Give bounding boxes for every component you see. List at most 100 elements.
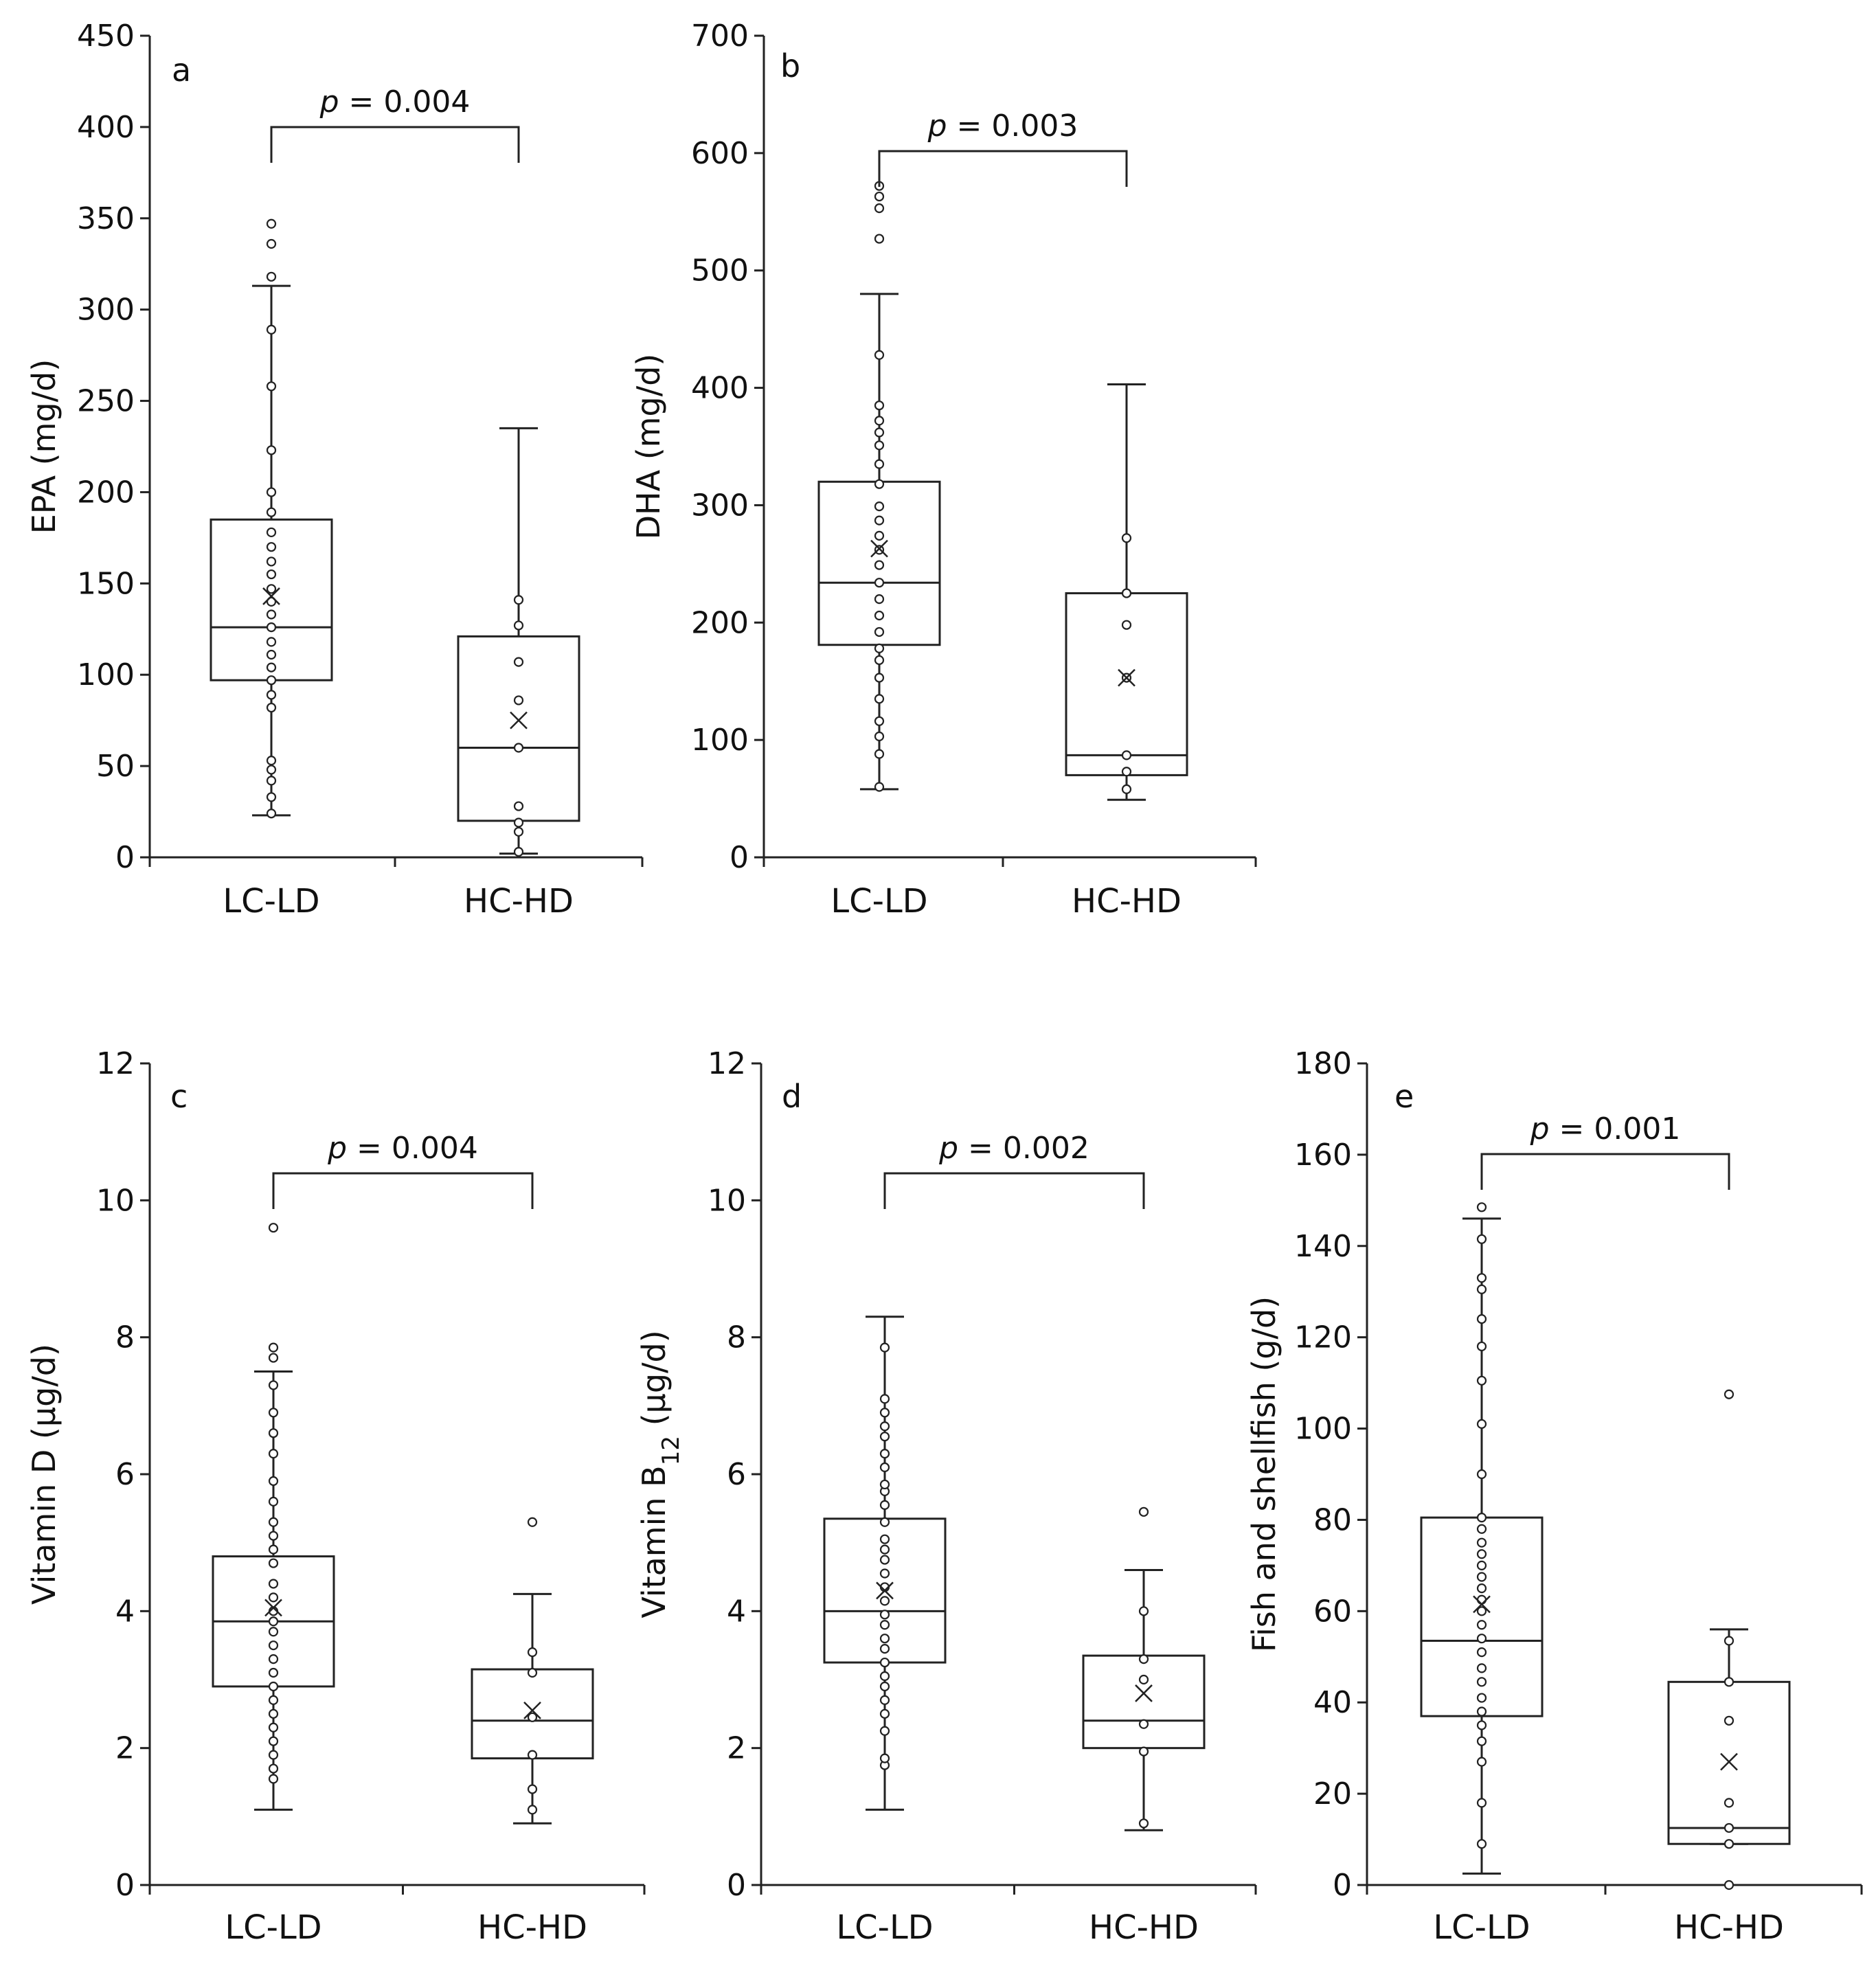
box-group bbox=[457, 427, 580, 857]
data-point bbox=[266, 218, 277, 229]
y-tick-label: 4 bbox=[727, 1594, 746, 1629]
y-tick-label: 200 bbox=[77, 475, 135, 510]
y-tick-label: 12 bbox=[708, 1046, 746, 1081]
data-point bbox=[879, 1462, 890, 1473]
data-point bbox=[527, 1517, 538, 1527]
data-point bbox=[1138, 1746, 1149, 1757]
data-point bbox=[268, 1408, 279, 1418]
data-point bbox=[1476, 1647, 1487, 1658]
y-tick-label: 0 bbox=[115, 1868, 135, 1903]
data-point bbox=[268, 1544, 279, 1555]
data-point bbox=[874, 749, 885, 759]
data-point bbox=[513, 657, 524, 667]
mean-marker bbox=[264, 1599, 282, 1617]
category-label: HC-HD bbox=[1072, 882, 1182, 921]
data-point bbox=[879, 1342, 890, 1353]
data-point bbox=[1476, 1560, 1487, 1570]
y-tick-label: 6 bbox=[115, 1457, 135, 1492]
y-tick-label: 4 bbox=[115, 1594, 135, 1629]
box-group bbox=[1082, 1506, 1206, 1831]
data-point bbox=[879, 1500, 890, 1510]
data-point bbox=[266, 649, 277, 660]
data-point bbox=[513, 846, 524, 857]
data-point bbox=[268, 1616, 279, 1627]
box-group bbox=[212, 1223, 335, 1811]
data-point bbox=[266, 690, 277, 700]
data-point bbox=[874, 416, 885, 426]
y-tick-label: 12 bbox=[96, 1046, 135, 1081]
significance-bracket bbox=[1480, 1153, 1730, 1190]
data-point bbox=[527, 1805, 538, 1815]
significance-bracket bbox=[270, 126, 520, 163]
data-point bbox=[266, 445, 277, 455]
y-tick-label: 8 bbox=[115, 1320, 135, 1355]
data-point bbox=[1476, 1620, 1487, 1630]
data-point bbox=[874, 427, 885, 438]
data-point bbox=[1121, 750, 1132, 760]
data-point bbox=[266, 381, 277, 392]
category-label: LC-LD bbox=[223, 882, 319, 921]
data-point bbox=[266, 487, 277, 497]
data-point bbox=[266, 324, 277, 335]
data-point bbox=[1476, 1798, 1487, 1808]
data-point bbox=[874, 627, 885, 637]
data-point bbox=[879, 1479, 890, 1490]
mean-marker bbox=[262, 587, 280, 605]
data-point bbox=[1724, 1636, 1734, 1646]
box-group bbox=[1065, 383, 1188, 801]
data-point bbox=[879, 1620, 890, 1630]
data-point bbox=[1138, 1818, 1149, 1829]
data-point bbox=[513, 595, 524, 605]
data-point bbox=[266, 271, 277, 282]
y-tick-label: 450 bbox=[77, 19, 135, 54]
data-point bbox=[266, 609, 277, 620]
p-value-label: p = 0.004 bbox=[327, 1131, 478, 1166]
data-point bbox=[1724, 1715, 1734, 1726]
data-point bbox=[1476, 1234, 1487, 1244]
panel-letter: e bbox=[1394, 1078, 1414, 1115]
data-point bbox=[1476, 1634, 1487, 1644]
data-point bbox=[266, 756, 277, 766]
y-axis-label: Fish and shellfish (g/d) bbox=[1245, 1296, 1282, 1652]
data-point bbox=[513, 743, 524, 753]
data-point bbox=[874, 350, 885, 360]
data-point bbox=[874, 673, 885, 683]
panel-c: 0 2 4 6 8 10 12 Vitamin D (µg/d) c LC-LD HC-HD p = … bbox=[25, 1046, 646, 1947]
y-tick-label: 300 bbox=[77, 293, 135, 328]
data-point bbox=[1476, 1313, 1487, 1324]
y-tick-label: 140 bbox=[1294, 1229, 1352, 1264]
data-point bbox=[879, 1681, 890, 1692]
data-point bbox=[1476, 1706, 1487, 1717]
data-point bbox=[266, 622, 277, 633]
y-tick-label: 400 bbox=[691, 371, 749, 406]
panel-letter: d bbox=[782, 1078, 802, 1115]
data-point bbox=[879, 1596, 890, 1606]
data-point bbox=[1724, 1677, 1734, 1687]
data-point bbox=[874, 594, 885, 605]
data-point bbox=[268, 1380, 279, 1390]
data-point bbox=[874, 530, 885, 541]
data-point bbox=[1476, 1720, 1487, 1730]
category-label: HC-HD bbox=[1674, 1908, 1784, 1947]
data-point bbox=[266, 584, 277, 594]
y-tick-label: 50 bbox=[96, 749, 135, 784]
data-point bbox=[527, 1712, 538, 1722]
box-group bbox=[471, 1517, 594, 1825]
y-tick-label: 6 bbox=[727, 1457, 746, 1492]
mean-marker bbox=[510, 711, 528, 730]
data-point bbox=[1476, 1677, 1487, 1687]
y-tick-label: 60 bbox=[1313, 1594, 1352, 1629]
y-tick-label: 40 bbox=[1313, 1685, 1352, 1720]
data-point bbox=[1724, 1389, 1734, 1399]
data-point bbox=[874, 234, 885, 244]
data-point bbox=[879, 1726, 890, 1736]
data-point bbox=[879, 1534, 890, 1544]
box-group bbox=[1420, 1202, 1544, 1875]
panel-letter: c bbox=[170, 1078, 188, 1115]
data-point bbox=[1476, 1736, 1487, 1746]
data-point bbox=[879, 1544, 890, 1555]
data-point bbox=[268, 1774, 279, 1784]
data-point bbox=[266, 675, 277, 686]
significance-bracket bbox=[878, 150, 1128, 187]
data-point bbox=[1476, 1693, 1487, 1703]
